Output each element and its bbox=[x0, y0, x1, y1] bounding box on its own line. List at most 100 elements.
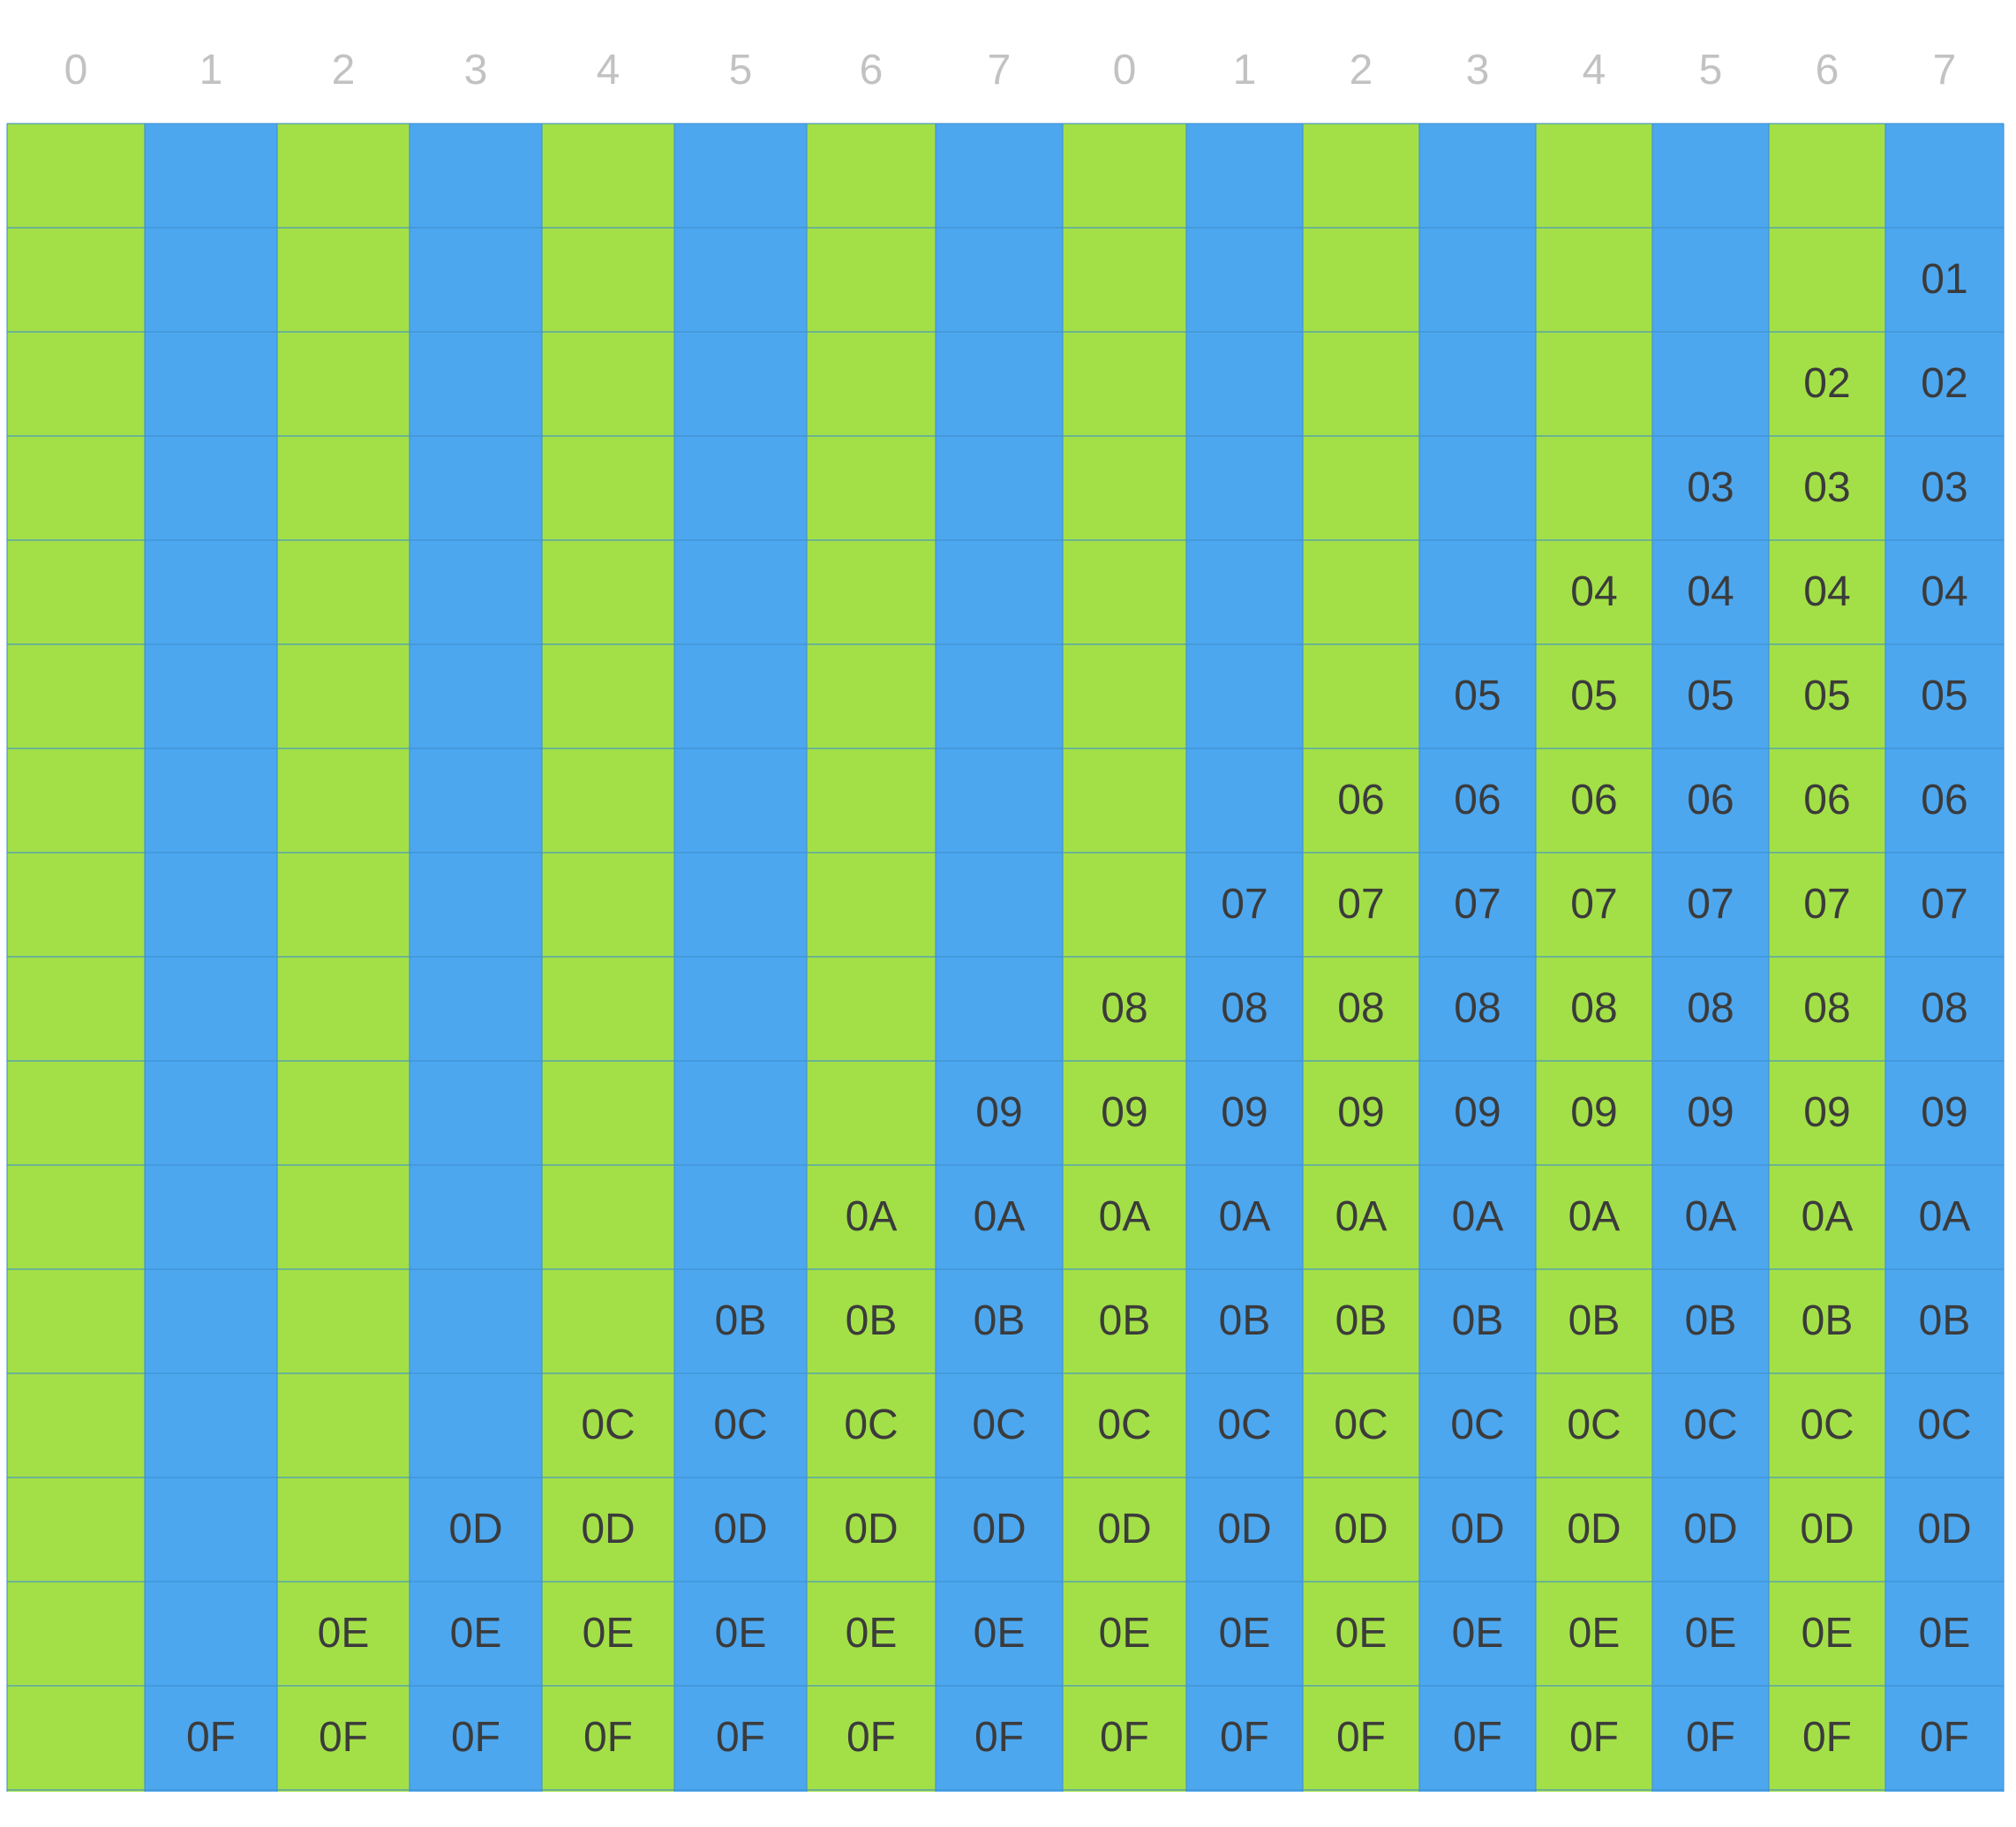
grid-cell: 03 bbox=[1921, 464, 1968, 511]
column-label: 1 bbox=[1232, 47, 1257, 94]
grid-cell: 04 bbox=[1803, 568, 1851, 615]
grid-cell: 05 bbox=[1570, 673, 1618, 719]
column-separator bbox=[1535, 124, 1537, 1792]
grid-cell: 0C bbox=[1450, 1402, 1505, 1448]
grid-cell: 08 bbox=[1687, 985, 1734, 1032]
column-separator bbox=[1185, 124, 1187, 1792]
grid-cell: 05 bbox=[1921, 673, 1968, 719]
column-8-background bbox=[1063, 124, 1186, 1792]
grid-cell: 0B bbox=[1684, 1297, 1737, 1344]
grid-cell: 01 bbox=[1921, 256, 1968, 303]
column-separator bbox=[935, 124, 937, 1792]
column-3-background bbox=[410, 124, 542, 1792]
grid-cell: 0D bbox=[1334, 1506, 1388, 1553]
column-label: 1 bbox=[199, 47, 223, 94]
column-label: 7 bbox=[1932, 47, 1957, 94]
grid-cell: 0D bbox=[1567, 1506, 1621, 1553]
grid-cell: 0F bbox=[1452, 1714, 1502, 1761]
grid-cell: 0E bbox=[449, 1610, 502, 1657]
grid-cell: 0D bbox=[844, 1506, 899, 1553]
grid-cell: 07 bbox=[1337, 881, 1385, 928]
grid-cell: 09 bbox=[1687, 1089, 1734, 1136]
grid-cell: 0E bbox=[317, 1610, 370, 1657]
column-separator bbox=[673, 124, 675, 1792]
grid-cell: 08 bbox=[1921, 985, 1968, 1032]
column-label: 4 bbox=[596, 47, 621, 94]
column-label: 5 bbox=[1698, 47, 1723, 94]
grid-cell: 0C bbox=[1917, 1402, 1972, 1448]
column-label: 0 bbox=[1112, 47, 1137, 94]
grid-cell: 0A bbox=[1451, 1193, 1504, 1240]
grid-cell: 08 bbox=[1570, 985, 1618, 1032]
column-2-background bbox=[277, 124, 410, 1792]
grid-cell: 0E bbox=[1451, 1610, 1504, 1657]
grid-cell: 04 bbox=[1921, 568, 1968, 615]
grid-cell: 0F bbox=[974, 1714, 1024, 1761]
grid-cell: 0E bbox=[1218, 1610, 1271, 1657]
grid-cell: 08 bbox=[1221, 985, 1268, 1032]
grid-cell: 0F bbox=[1919, 1714, 1969, 1761]
column-11-background bbox=[1419, 124, 1536, 1792]
row-separator bbox=[7, 1060, 2004, 1062]
column-label: 2 bbox=[1349, 47, 1373, 94]
grid-cell: 0D bbox=[1683, 1506, 1738, 1553]
row-separator bbox=[7, 123, 2004, 124]
row-separator bbox=[7, 1372, 2004, 1374]
grid-cell: 0D bbox=[581, 1506, 636, 1553]
grid-cell: 0C bbox=[1334, 1402, 1388, 1448]
grid-cell: 0E bbox=[845, 1610, 898, 1657]
grid-cell: 0B bbox=[973, 1297, 1026, 1344]
column-label: 4 bbox=[1582, 47, 1606, 94]
grid-cell: 09 bbox=[1101, 1089, 1148, 1136]
grid-cell: 06 bbox=[1454, 777, 1501, 823]
grid-cell: 07 bbox=[1803, 881, 1851, 928]
grid-cell: 08 bbox=[1101, 985, 1148, 1032]
grid-cell: 0C bbox=[581, 1402, 636, 1448]
grid-cell: 0C bbox=[713, 1402, 768, 1448]
grid-cell: 0A bbox=[1218, 1193, 1271, 1240]
grid-cell: 0C bbox=[844, 1402, 899, 1448]
column-separator bbox=[144, 124, 146, 1792]
row-separator bbox=[7, 1789, 2004, 1791]
row-separator bbox=[7, 539, 2004, 541]
column-separator bbox=[409, 124, 410, 1792]
grid-cell: 07 bbox=[1921, 881, 1968, 928]
grid-cell: 0E bbox=[1568, 1610, 1621, 1657]
column-label: 3 bbox=[1465, 47, 1490, 94]
grid-cell: 0A bbox=[845, 1193, 898, 1240]
column-label: 7 bbox=[987, 47, 1012, 94]
grid-cell: 02 bbox=[1921, 360, 1968, 407]
column-13-background bbox=[1652, 124, 1769, 1792]
grid-cell: 0A bbox=[1335, 1193, 1388, 1240]
grid-cell: 0D bbox=[713, 1506, 768, 1553]
grid-cell: 0D bbox=[1097, 1506, 1152, 1553]
row-separator bbox=[7, 227, 2004, 229]
column-label: 3 bbox=[463, 47, 488, 94]
column-5-background bbox=[674, 124, 807, 1792]
grid-cell: 07 bbox=[1687, 881, 1734, 928]
grid-cell: 09 bbox=[1570, 1089, 1618, 1136]
grid-cell: 0B bbox=[1098, 1297, 1151, 1344]
grid-cell: 0A bbox=[1918, 1193, 1971, 1240]
grid-cell: 0B bbox=[1568, 1297, 1621, 1344]
column-separator bbox=[2003, 124, 2005, 1792]
column-6-background bbox=[807, 124, 936, 1792]
grid-cell: 0A bbox=[973, 1193, 1026, 1240]
grid-cell: 0E bbox=[714, 1610, 767, 1657]
grid-cell: 0B bbox=[1218, 1297, 1271, 1344]
grid-cell: 0F bbox=[1099, 1714, 1149, 1761]
row-separator bbox=[7, 1164, 2004, 1166]
grid-cell: 08 bbox=[1337, 985, 1385, 1032]
row-separator bbox=[7, 748, 2004, 749]
grid-cell: 05 bbox=[1454, 673, 1501, 719]
grid-cell: 0C bbox=[1567, 1402, 1621, 1448]
grid-cell: 0B bbox=[845, 1297, 898, 1344]
grid-cell: 0E bbox=[1335, 1610, 1388, 1657]
grid-cell: 0A bbox=[1801, 1193, 1854, 1240]
row-separator bbox=[7, 852, 2004, 853]
column-separator bbox=[1418, 124, 1420, 1792]
grid-cell: 0B bbox=[714, 1297, 767, 1344]
grid-cell: 07 bbox=[1454, 881, 1501, 928]
grid-cell: 0E bbox=[973, 1610, 1026, 1657]
grid-cell: 09 bbox=[1221, 1089, 1268, 1136]
